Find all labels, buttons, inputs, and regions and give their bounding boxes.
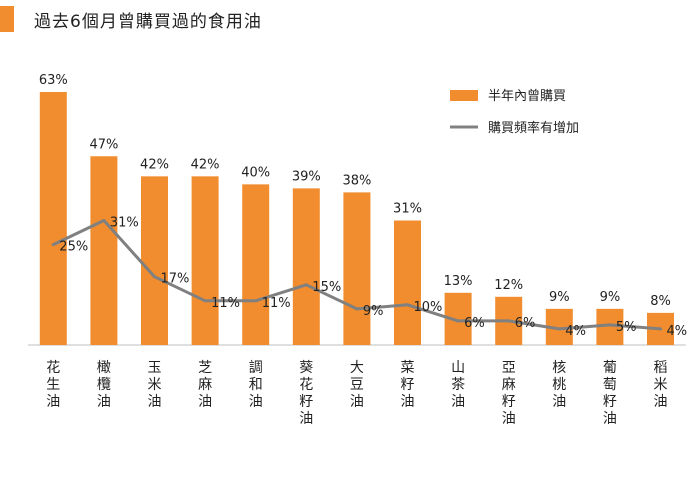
bar-value-label-6: 38%: [342, 173, 371, 188]
bar-4: [242, 184, 270, 345]
bar-value-label-11: 9%: [600, 290, 621, 305]
category-label-4: 調和油: [249, 360, 263, 410]
chart-title: 過去6個月曾購買過的食用油: [34, 12, 262, 32]
line-value-label-5: 15%: [312, 280, 341, 295]
bar-3: [191, 176, 219, 345]
bar-0: [39, 92, 67, 345]
category-label-2: 玉米油: [148, 360, 162, 410]
line-value-label-0: 25%: [59, 240, 88, 255]
line-value-label-2: 17%: [161, 272, 190, 287]
line-value-label-10: 4%: [565, 324, 586, 339]
bar-value-label-7: 31%: [393, 202, 422, 217]
line-point-11: [608, 323, 612, 327]
line-value-label-7: 10%: [414, 300, 443, 315]
bar-value-label-4: 40%: [241, 165, 270, 180]
line-value-label-3: 11%: [211, 296, 240, 311]
title-accent-bar: [0, 6, 14, 32]
bar-1: [90, 156, 118, 345]
line-value-label-4: 11%: [262, 296, 291, 311]
bar-value-label-1: 47%: [89, 137, 118, 152]
category-label-8: 山茶油: [451, 360, 465, 410]
category-label-3: 芝麻油: [198, 360, 212, 410]
line-point-10: [557, 327, 561, 331]
category-label-0: 花生油: [46, 360, 60, 410]
legend-bar-swatch: [450, 90, 478, 101]
category-label-10: 核桃油: [552, 360, 566, 410]
line-value-label-8: 6%: [464, 316, 485, 331]
bar-7: [394, 220, 421, 345]
bar-value-label-10: 9%: [549, 290, 570, 305]
bar-2: [141, 176, 168, 345]
bar-value-label-5: 39%: [292, 169, 321, 184]
line-point-1: [102, 219, 106, 223]
line-point-3: [203, 299, 207, 303]
line-point-8: [456, 319, 460, 323]
bar-value-label-0: 63%: [39, 73, 68, 88]
category-label-1: 橄欖油: [97, 360, 111, 410]
category-label-12: 稻米油: [654, 360, 668, 410]
category-label-6: 大豆油: [350, 360, 364, 410]
line-point-4: [254, 299, 258, 303]
bar-value-label-2: 42%: [140, 157, 169, 172]
bar-value-label-3: 42%: [191, 157, 220, 172]
bar-6: [343, 192, 371, 345]
bar-value-label-12: 8%: [650, 294, 671, 309]
line-point-5: [304, 283, 308, 287]
line-value-label-1: 31%: [110, 216, 139, 231]
line-point-0: [51, 243, 55, 247]
category-label-11: 葡萄籽油: [603, 360, 617, 427]
legend-line-label: 購買頻率有增加: [488, 120, 579, 136]
line-value-label-9: 6%: [515, 316, 536, 331]
category-label-5: 葵花籽油: [299, 360, 313, 427]
line-point-12: [659, 327, 662, 331]
line-value-label-12: 4%: [667, 324, 688, 339]
bar-value-label-9: 12%: [494, 278, 523, 293]
legend-bar-label: 半年內曾購買: [488, 89, 566, 104]
line-point-6: [355, 307, 359, 311]
line-value-label-11: 5%: [616, 320, 637, 335]
line-value-label-6: 9%: [363, 304, 384, 319]
line-point-7: [406, 303, 409, 307]
category-label-7: 菜籽油: [401, 360, 415, 410]
bar-value-label-8: 13%: [444, 274, 473, 289]
line-point-2: [153, 275, 156, 279]
bar-5: [292, 188, 320, 345]
line-point-9: [507, 319, 511, 323]
category-label-9: 亞麻籽油: [502, 360, 516, 427]
